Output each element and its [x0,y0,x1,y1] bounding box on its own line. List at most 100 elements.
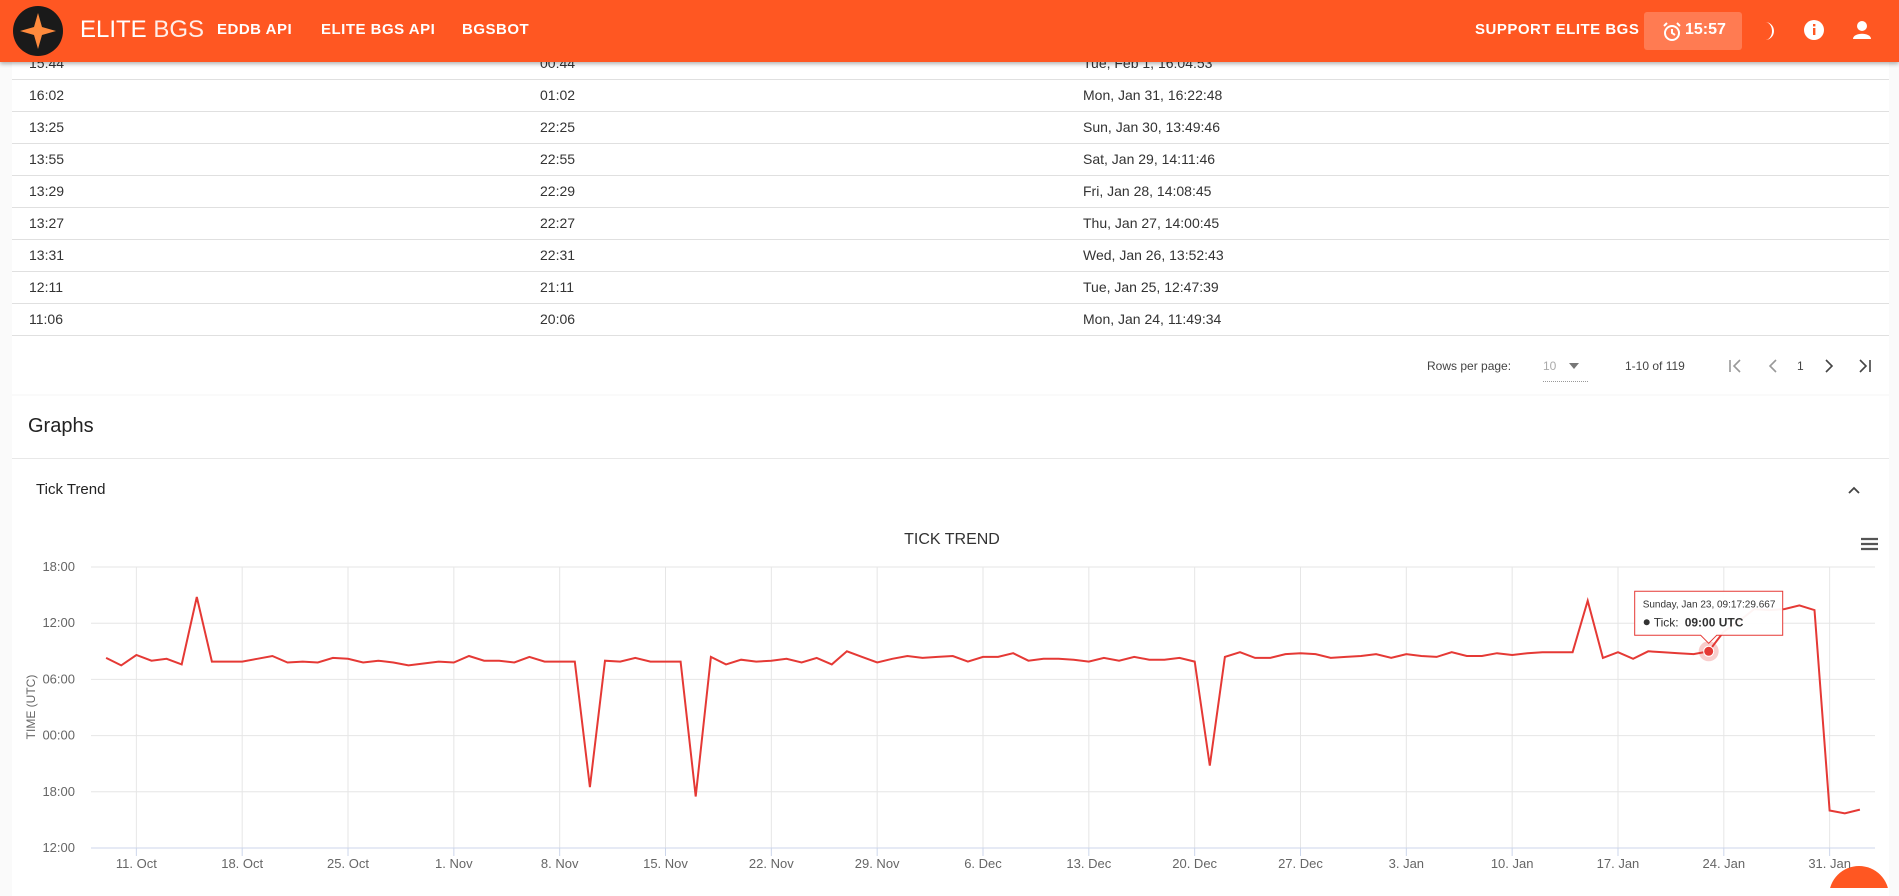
page-number: 1 [1797,359,1804,373]
pagination-controls [1729,359,1871,373]
row-divider [12,271,1889,272]
info-icon[interactable] [1803,19,1825,41]
table-cell: Sun, Jan 30, 13:49:46 [1083,119,1220,135]
select-underline [1543,381,1588,382]
x-tick-label: 18. Oct [221,856,263,871]
x-tick-label: 27. Dec [1278,856,1323,871]
table-cell: 01:02 [540,87,576,103]
table-cell: 22:31 [540,247,576,263]
nav-link[interactable]: ELITE BGS API [321,21,436,38]
tooltip: Sunday, Jan 23, 09:17:29.667 Tick: 09:00 U… [1634,590,1784,645]
brand-main: ELITE [80,16,147,43]
table-cell: 13:25 [29,119,65,135]
table-cell: 11:06 [29,311,63,327]
collapse-icon[interactable] [1846,482,1862,498]
row-divider [12,303,1889,304]
x-tick-label: 1. Nov [435,856,473,871]
x-tick-label: 15. Nov [643,856,688,871]
table-cell: Tue, Jan 25, 12:47:39 [1083,279,1219,295]
table-cell: 22:55 [540,151,576,167]
support-link[interactable]: SUPPORT ELITE BGS [1475,21,1640,38]
table-cell: 20:06 [540,311,576,327]
x-tick-label: 13. Dec [1066,856,1111,871]
hover-point [1703,645,1715,657]
alarm-icon [1663,22,1681,41]
panel-title[interactable]: Tick Trend [36,481,106,498]
y-tick-label: 18:00 [42,559,75,574]
x-tick-label: 11. Oct [116,856,157,871]
row-divider [12,239,1889,240]
table-cell: 16:02 [29,87,65,103]
x-tick-label: 29. Nov [855,856,900,871]
rows-per-page[interactable]: 10 [1543,359,1557,373]
next-page[interactable] [1825,359,1834,373]
table-cell: Mon, Jan 24, 11:49:34 [1083,311,1222,327]
y-tick-label: 12:00 [42,840,75,855]
tooltip-title: Sunday, Jan 23, 09:17:29.667 [1643,599,1776,610]
y-axis-label: TIME (UTC) [24,675,38,740]
line-series [105,596,1861,815]
table-cell: Fri, Jan 28, 14:08:45 [1083,183,1212,199]
y-tick-label: 06:00 [42,671,75,686]
tooltip-bullet [1643,619,1650,626]
prev-page[interactable] [1768,359,1777,373]
table-cell: 21:11 [540,279,574,295]
table-cell: 13:31 [29,247,65,263]
page-range: 1-10 of 119 [1625,359,1685,373]
row-divider [12,207,1889,208]
x-tick-label: 17. Jan [1597,856,1640,871]
y-tick-label: 18:00 [42,784,75,799]
last-page[interactable] [1859,359,1871,373]
x-tick-label: 3. Jan [1389,856,1424,871]
nav-link[interactable]: BGSBOT [462,21,530,38]
graphs-title: Graphs [28,415,94,437]
x-tick-label: 8. Nov [541,856,579,871]
table-cell: 22:25 [540,119,576,135]
table-cell: Sat, Jan 29, 14:11:46 [1083,151,1216,167]
nav-link[interactable]: EDDB API [217,21,293,38]
theme-toggle[interactable] [1757,20,1779,42]
row-divider [12,111,1889,112]
tooltip-label: Tick: [1654,615,1679,629]
table-cell: 12:11 [29,279,63,295]
table-cell: 13:29 [29,183,65,199]
clock-time: 15:57 [1685,21,1726,38]
tooltip-box [1634,590,1784,645]
brand[interactable]: ELITE BGS [80,16,204,44]
fab-button[interactable] [1829,866,1889,888]
brand-sub: BGS [153,16,205,43]
graphs-card [12,396,1889,896]
dropdown-arrow[interactable] [1566,360,1582,372]
table-cell: Thu, Jan 27, 14:00:45 [1083,215,1220,231]
row-divider [12,79,1889,80]
row-divider [12,335,1889,336]
row-divider [12,143,1889,144]
x-tick-label: 24. Jan [1702,856,1745,871]
account-icon[interactable] [1851,19,1873,41]
chart-title: TICK TREND [904,531,1000,548]
clock-button[interactable]: 15:57 [1644,12,1742,50]
menu-icon[interactable] [1861,537,1878,551]
table-cell: 22:29 [540,183,576,199]
x-tick-label: 31. Jan [1808,856,1851,871]
divider [12,458,1889,459]
x-tick-label: 10. Jan [1491,856,1534,871]
header: ELITE BGS EDDB API ELITE BGS API BGSBOT … [0,0,1899,62]
table-cell: 22:27 [540,215,576,231]
row-divider [12,175,1889,176]
x-tick-label: 20. Dec [1172,856,1217,871]
table-cell: Mon, Jan 31, 16:22:48 [1083,87,1223,103]
rows-per-page-label: Rows per page: [1427,359,1512,373]
logo[interactable] [12,5,64,57]
tooltip-value: 09:00 UTC [1685,615,1744,629]
table-cell: Wed, Jan 26, 13:52:43 [1083,247,1224,263]
table-cell: 13:55 [29,151,65,167]
x-tick-label: 6. Dec [964,856,1002,871]
first-page[interactable] [1729,359,1741,373]
y-tick-label: 00:00 [42,728,75,743]
x-tick-label: 22. Nov [749,856,794,871]
y-tick-label: 12:00 [42,615,75,630]
x-tick-label: 25. Oct [327,856,369,871]
